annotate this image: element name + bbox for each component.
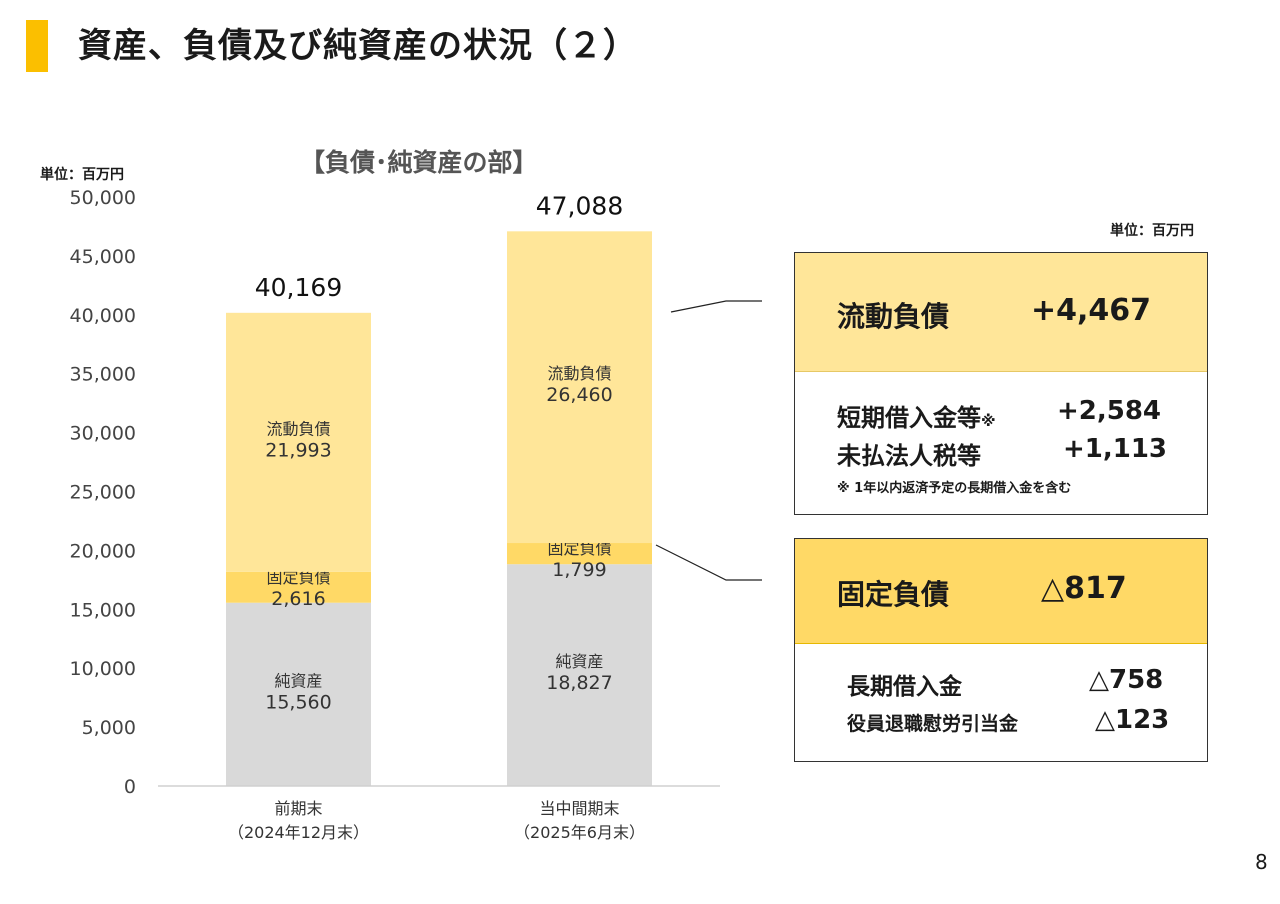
y-tick-label: 10,000 xyxy=(70,658,136,680)
current-liabilities-box: 流動負債 +4,467 短期借入金等※ +2,584 未払法人税等 +1,113… xyxy=(794,252,1208,515)
segment-name-label: 流動負債 xyxy=(266,419,330,438)
y-tick-label: 45,000 xyxy=(70,246,136,268)
detail-item-value: △758 xyxy=(1089,665,1164,695)
chart-unit-label: 単位：百万円 xyxy=(40,167,124,183)
page-number: 8 xyxy=(1255,850,1268,874)
fixed-liabilities-change: △817 xyxy=(1041,571,1127,606)
current-liabilities-change: +4,467 xyxy=(1031,293,1152,328)
segment-value-label: 15,560 xyxy=(265,691,331,713)
detail-item-label: 未払法人税等 xyxy=(837,442,981,470)
callout-line-fixed xyxy=(655,544,762,581)
segment-value-label: 26,460 xyxy=(546,384,612,406)
segment-name-label: 純資産 xyxy=(555,652,603,671)
y-tick-label: 40,000 xyxy=(70,305,136,327)
bar-segment xyxy=(226,571,371,603)
current-liabilities-label: 流動負債 xyxy=(837,300,950,333)
segment-value-label: 2,616 xyxy=(271,588,325,610)
segment-value-label: 21,993 xyxy=(265,439,331,461)
x-category-sublabel: （2024年12月末） xyxy=(228,823,369,842)
segment-name-label: 固定負債 xyxy=(547,539,611,558)
y-tick-label: 30,000 xyxy=(70,423,136,445)
current-liabilities-header: 流動負債 +4,467 xyxy=(795,253,1207,372)
y-tick-label: 15,000 xyxy=(70,599,136,621)
fixed-liabilities-box: 固定負債 △817 長期借入金 △758 役員退職慰労引当金 △123 xyxy=(794,538,1208,762)
y-tick-label: 0 xyxy=(124,776,136,798)
detail-item-value: +2,584 xyxy=(1057,396,1162,426)
bar-segment xyxy=(226,602,371,786)
segment-name-label: 流動負債 xyxy=(547,364,611,383)
segment-value-label: 18,827 xyxy=(546,672,612,694)
bar-segment xyxy=(507,564,652,786)
chart-title: 【負債･純資産の部】 xyxy=(300,148,538,177)
segment-value-label: 1,799 xyxy=(552,559,606,581)
y-tick-label: 35,000 xyxy=(70,364,136,386)
detail-item-label: 短期借入金等※ xyxy=(837,404,996,432)
x-category-label: 前期末 xyxy=(274,799,322,818)
detail-item-label: 役員退職慰労引当金 xyxy=(847,713,1019,735)
y-tick-label: 20,000 xyxy=(70,540,136,562)
bar-segment xyxy=(226,312,371,572)
detail-item-value: +1,113 xyxy=(1063,434,1168,464)
footnote: ※ 1年以内返済予定の長期借入金を含む xyxy=(837,481,1072,496)
bar-segment xyxy=(507,231,652,544)
segment-name-label: 固定負債 xyxy=(266,568,330,587)
bar-segment xyxy=(507,543,652,565)
x-category-sublabel: （2025年6月末） xyxy=(514,823,645,842)
bar-total-label: 40,169 xyxy=(255,273,342,302)
bar-total-label: 47,088 xyxy=(536,191,623,220)
y-tick-label: 50,000 xyxy=(70,187,136,209)
detail-unit-label: 単位：百万円 xyxy=(1110,223,1194,239)
title-accent-bar xyxy=(26,20,48,72)
y-tick-label: 5,000 xyxy=(82,717,136,739)
detail-item-value: △123 xyxy=(1095,705,1170,735)
segment-name-label: 純資産 xyxy=(274,671,322,690)
callout-line-current xyxy=(670,300,762,313)
y-tick-label: 25,000 xyxy=(70,482,136,504)
x-category-label: 当中間期末 xyxy=(539,799,619,818)
fixed-liabilities-label: 固定負債 xyxy=(837,578,950,611)
detail-item-label: 長期借入金 xyxy=(847,674,962,700)
fixed-liabilities-header: 固定負債 △817 xyxy=(795,539,1207,644)
page-title: 資産、負債及び純資産の状況（２） xyxy=(78,26,638,66)
footnote-mark: ※ xyxy=(981,412,996,430)
